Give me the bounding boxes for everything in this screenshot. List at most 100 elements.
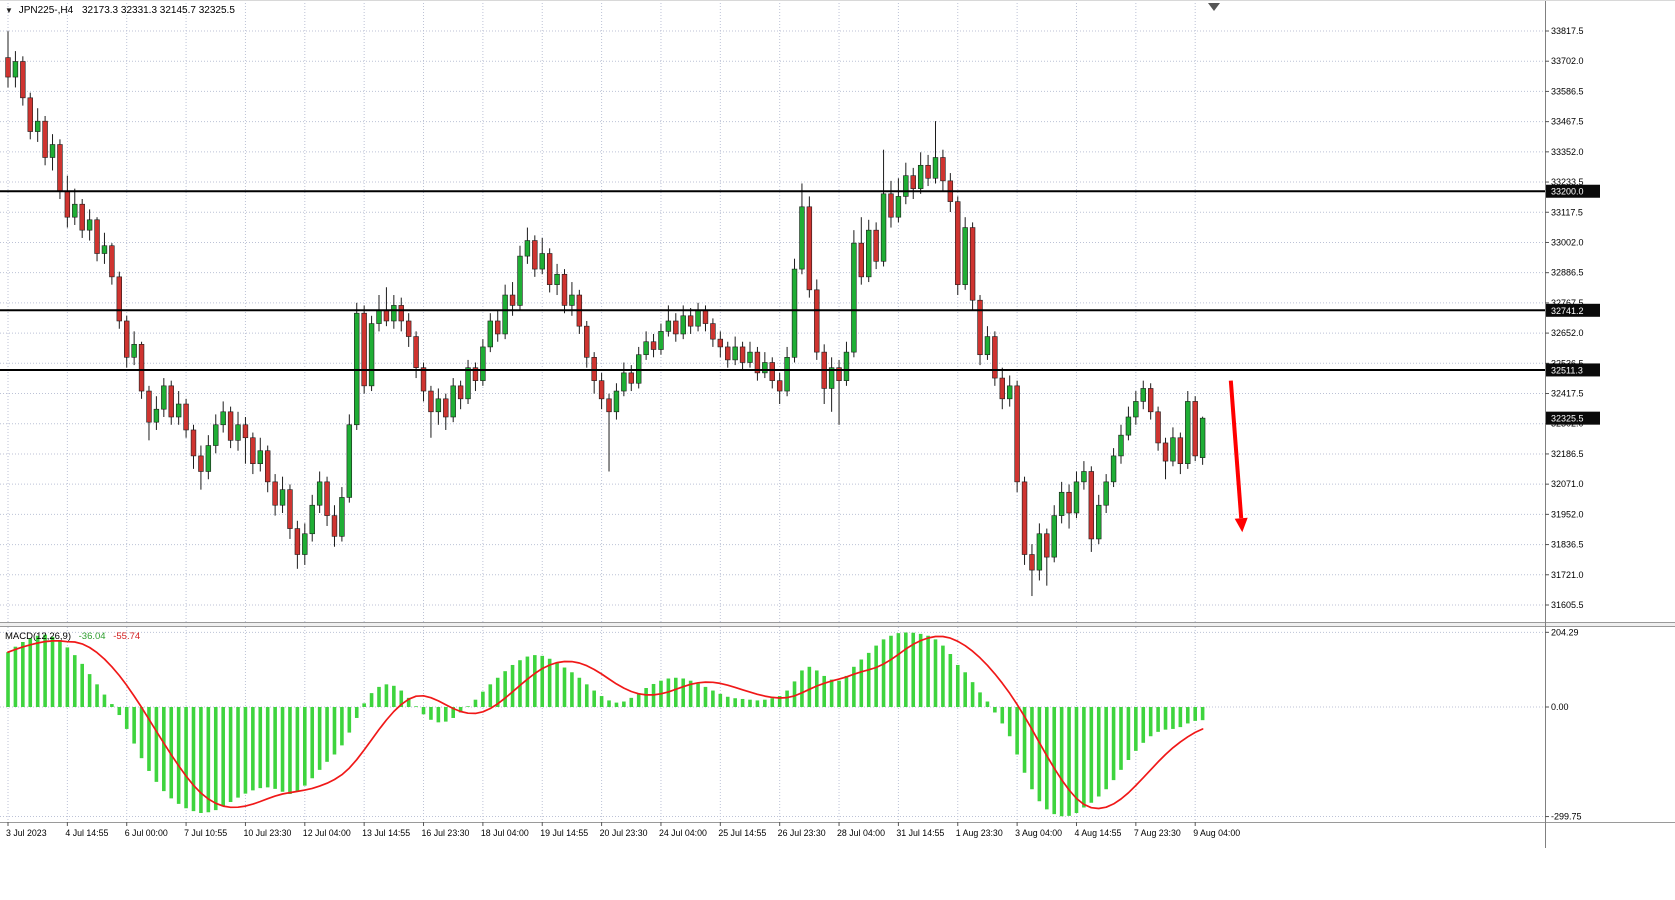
- candle: [606, 393, 612, 472]
- candle: [1066, 484, 1072, 529]
- price-tick-label: 33586.5: [1551, 86, 1584, 96]
- candle: [487, 313, 493, 353]
- macd-name: MACD(12,26,9): [5, 631, 71, 642]
- candle: [561, 269, 568, 314]
- svg-text:32741.2: 32741.2: [1551, 306, 1584, 316]
- candle: [146, 385, 152, 441]
- price-tick-label: 33233.5: [1551, 177, 1584, 187]
- trend-arrow[interactable]: [1228, 380, 1248, 533]
- candle: [814, 279, 820, 360]
- macd-axis[interactable]: 204.29 0.00 -299.75: [1545, 627, 1582, 822]
- candle: [725, 341, 731, 368]
- candle: [1133, 391, 1139, 425]
- svg-text:33200.0: 33200.0: [1551, 187, 1584, 197]
- candle: [999, 367, 1005, 410]
- candle: [20, 56, 26, 106]
- candle: [450, 378, 456, 423]
- candle: [1029, 544, 1035, 597]
- time-tick-label: 3 Jul 2023: [6, 828, 47, 838]
- candle: [5, 31, 11, 88]
- macd-tick-label: 204.29: [1551, 627, 1579, 637]
- candle: [717, 331, 724, 358]
- candle: [309, 494, 315, 542]
- candle: [161, 378, 167, 417]
- candle: [1044, 528, 1050, 586]
- time-axis[interactable]: 3 Jul 2023 4 Jul 14:55 6 Jul 00:00 7 Jul 10…: [6, 822, 1240, 838]
- candle: [502, 284, 508, 340]
- price-tick-label: 32652.0: [1551, 328, 1584, 338]
- candle: [331, 505, 338, 547]
- candle: [443, 393, 449, 430]
- candle: [220, 401, 226, 433]
- candle: [784, 346, 790, 397]
- candle: [420, 362, 427, 402]
- candle: [72, 188, 78, 225]
- candle: [279, 476, 286, 514]
- candle: [524, 227, 531, 264]
- macd-indicator-label: MACD(12,26,9) -36.04 -55.74: [5, 631, 140, 643]
- candle: [932, 121, 939, 184]
- candle: [264, 445, 271, 493]
- macd-main-value: -36.04: [78, 631, 106, 642]
- candle: [383, 287, 390, 327]
- time-tick-label: 19 Jul 14:55: [540, 828, 588, 838]
- candle: [532, 235, 538, 277]
- candle: [465, 359, 471, 405]
- candle: [969, 222, 976, 311]
- macd-histogram-layer: [6, 632, 1205, 817]
- price-tick-label: 32417.5: [1551, 389, 1584, 399]
- macd-tick-label: 0.00: [1551, 702, 1569, 712]
- candle: [190, 424, 197, 469]
- candle: [272, 474, 278, 516]
- time-tick-label: 7 Jul 10:55: [184, 828, 227, 838]
- price-tick-label: 32886.5: [1551, 268, 1584, 278]
- candle: [213, 414, 219, 454]
- candle: [183, 398, 189, 438]
- macd-signal-value: -55.74: [113, 631, 141, 642]
- candle: [339, 487, 345, 542]
- candle: [1073, 471, 1080, 519]
- time-tick-label: 1 Aug 23:30: [956, 828, 1003, 838]
- candle: [762, 352, 768, 379]
- candle: [888, 180, 894, 228]
- candle: [1170, 427, 1176, 467]
- chart-shift-marker[interactable]: [1208, 3, 1220, 11]
- time-tick-label: 10 Jul 23:30: [243, 828, 291, 838]
- candle: [1140, 380, 1146, 410]
- time-tick-label: 26 Jul 23:30: [778, 828, 826, 838]
- candle: [621, 362, 627, 397]
- candle: [1199, 416, 1206, 465]
- candle: [650, 333, 657, 358]
- candle: [480, 339, 486, 386]
- price-tick-label: 32767.5: [1551, 298, 1584, 308]
- candle: [643, 331, 649, 360]
- candle: [205, 435, 212, 480]
- time-tick-label: 7 Aug 23:30: [1134, 828, 1181, 838]
- candle: [153, 396, 160, 430]
- candle: [302, 523, 308, 565]
- pane-separator[interactable]: [0, 622, 1675, 627]
- candle: [250, 432, 256, 475]
- hline-price-badge: 33200.0: [1546, 184, 1600, 198]
- candle: [658, 323, 664, 355]
- candle: [131, 331, 137, 366]
- candle: [368, 315, 375, 392]
- time-tick-label: 13 Jul 14:55: [362, 828, 410, 838]
- price-tick-label: 33467.5: [1551, 117, 1584, 127]
- candle: [495, 310, 501, 342]
- candle: [1058, 481, 1065, 524]
- candle: [413, 331, 419, 379]
- one-click-trading-toggle[interactable]: ▼: [5, 6, 13, 15]
- candle: [1006, 375, 1013, 407]
- candle: [27, 92, 33, 140]
- candle: [1162, 437, 1169, 480]
- candle: [546, 248, 553, 293]
- candle: [242, 416, 249, 464]
- candle: [984, 326, 991, 360]
- price-axis[interactable]: 33817.5 33702.0 33586.5 33467.5 33352.0 33233…: [1545, 26, 1600, 610]
- price-tick-label: 31605.5: [1551, 600, 1584, 610]
- candle: [776, 372, 783, 405]
- candle: [1096, 494, 1102, 545]
- candle: [1185, 391, 1191, 469]
